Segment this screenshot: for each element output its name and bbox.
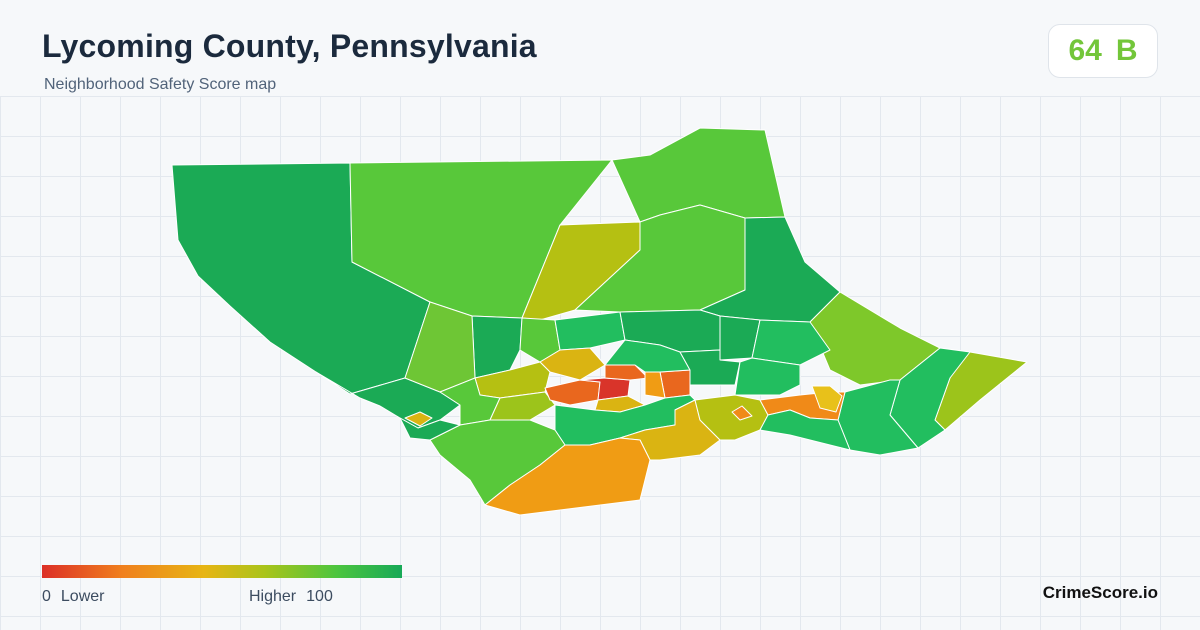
region-south-orange[interactable] (484, 437, 651, 516)
score-value: 64 (1068, 34, 1102, 67)
spot-east-yellow[interactable] (811, 385, 843, 413)
region-green-mid-east[interactable] (734, 357, 801, 396)
region-green-mid[interactable] (604, 339, 691, 373)
legend-high-label: Higher (249, 588, 297, 605)
header: Lycoming County, Pennsylvania Neighborho… (0, 0, 1200, 96)
legend-high-value: 100 (306, 588, 333, 605)
region-green-southeast[interactable] (759, 409, 851, 451)
city-core-west[interactable] (544, 379, 601, 406)
region-south-west-dark[interactable] (399, 417, 461, 441)
legend-high: Higher 100 (249, 588, 333, 606)
legend-low-label: Lower (60, 588, 105, 605)
region-olive-lower[interactable] (489, 391, 556, 421)
brand-label[interactable]: CrimeScore.io (1042, 583, 1158, 602)
legend-color-scale (42, 565, 402, 578)
score-grade: B (1115, 34, 1138, 67)
spot-east-orange[interactable] (731, 405, 753, 421)
spot-west-yellow[interactable] (404, 411, 433, 427)
region-central-c[interactable] (554, 311, 626, 351)
page-subtitle: Neighborhood Safety Score map (44, 76, 277, 93)
region-central-f[interactable] (751, 319, 831, 366)
page-title: Lycoming County, Pennsylvania (42, 28, 537, 64)
legend-low-value: 0 (42, 588, 51, 605)
legend-low: 0 Lower (42, 588, 104, 606)
score-badge: 64 B (1048, 24, 1158, 78)
region-dark-mid[interactable] (679, 349, 741, 386)
region-central-e[interactable] (719, 315, 761, 361)
